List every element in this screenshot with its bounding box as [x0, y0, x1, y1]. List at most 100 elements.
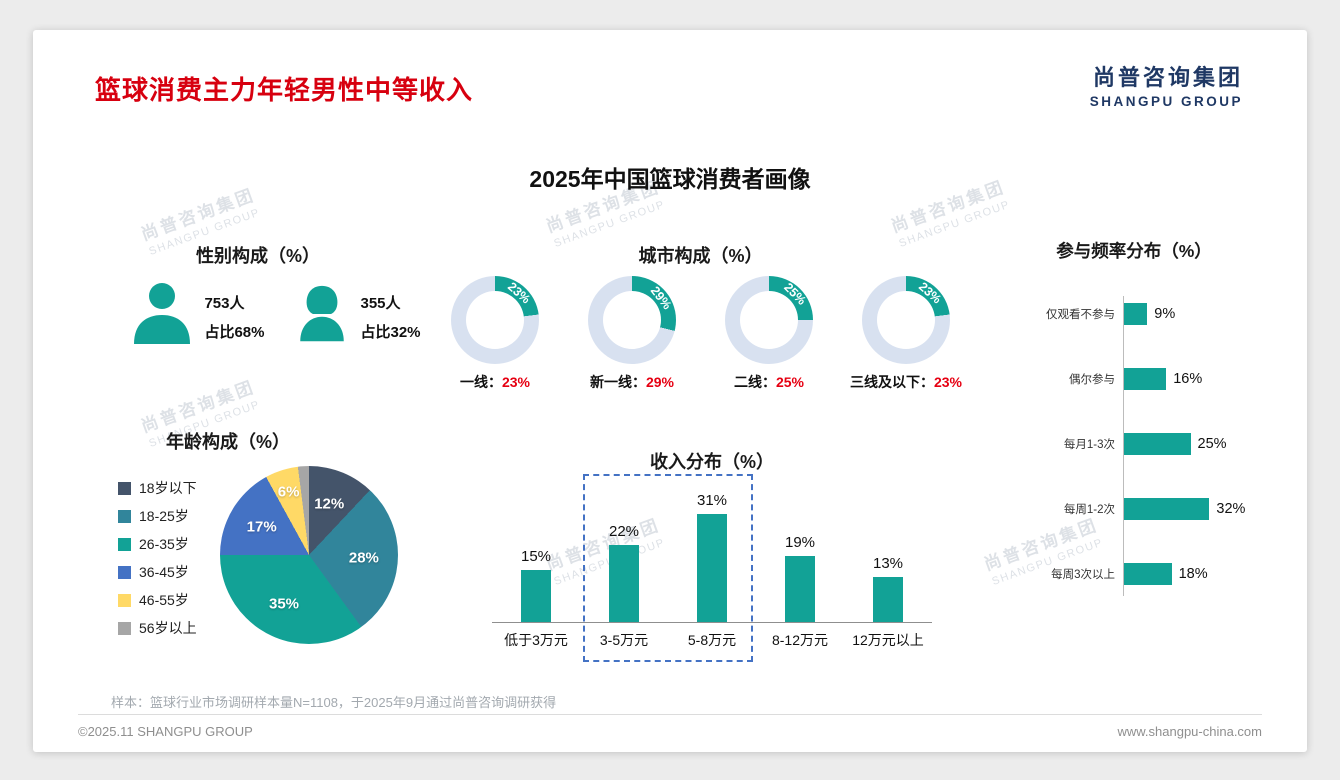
legend-item: 26-35岁 [118, 530, 197, 558]
x-axis-label: 5-8万元 [687, 632, 737, 648]
frequency-section-title: 参与频率分布（%） [1056, 241, 1212, 261]
donut-hole [740, 291, 798, 349]
bar-value-label: 15% [520, 547, 552, 565]
slide-card: 尚普咨询集团 SHANGPU GROUP 尚普咨询集团 SHANGPU GROU… [33, 30, 1307, 752]
city-section-title: 城市构成（%） [638, 246, 763, 266]
x-axis-label: 8-12万元 [771, 632, 829, 648]
city-donut-cell: 29% 新一线：29% [565, 276, 699, 392]
legend-swatch [118, 593, 131, 607]
frequency-row: 每周3次以上 18% [983, 562, 1303, 586]
frequency-category-label: 仅观看不参与 [1046, 309, 1115, 321]
donut-chart: 25% [725, 276, 813, 364]
legend-swatch [118, 509, 131, 523]
income-section: 15% 22% 31% 19% 13% 低于3万元 3-5万元 5-8万元 8-12万元 12万… [492, 470, 932, 662]
frequency-value-label: 9% [1154, 306, 1176, 322]
pie-slice-label: 35% [269, 595, 300, 613]
city-donut-cell: 23% 一线：23% [428, 276, 562, 392]
bar [521, 569, 551, 622]
donut-city-name: 新一线： [589, 374, 646, 390]
company-logo: 尚普咨询集团 SHANGPU GROUP [1090, 60, 1243, 109]
frequency-bar-zone: 25% [1123, 432, 1227, 456]
bar-value-label: 22% [608, 523, 640, 540]
bar [1123, 563, 1172, 585]
pie-slice-label: 6% [277, 483, 300, 501]
bar-value-label: 19% [784, 533, 816, 551]
donut-chart: 23% [862, 276, 950, 364]
donut-city-name: 一线： [459, 374, 502, 390]
x-axis-label: 3-5万元 [599, 632, 649, 648]
frequency-row: 每周1-2次 32% [983, 497, 1303, 521]
income-bar-group: 13% [844, 555, 932, 622]
gender-item-male: 753人 占比68% [130, 278, 265, 355]
sample-footnote: 样本：篮球行业市场调研样本量N=1108，于2025年9月通过尚普咨询调研获得 [111, 695, 557, 710]
donut-caption: 二线：25% [734, 372, 804, 392]
logo-english-name: SHANGPU GROUP [1089, 94, 1243, 109]
legend-item: 56岁以上 [118, 614, 197, 642]
frequency-category-label: 偶尔参与 [1069, 374, 1115, 386]
logo-chinese-name: 尚普咨询集团 [1092, 65, 1243, 90]
legend-label: 46-55岁 [139, 592, 189, 608]
bar-value-label: 31% [696, 491, 728, 509]
frequency-row: 每月1-3次 25% [983, 432, 1303, 456]
donut-city-value: 23% [933, 374, 963, 390]
donut-chart: 29% [588, 276, 676, 364]
footer-copyright: ©2025.11 SHANGPU GROUP [78, 724, 253, 739]
age-legend: 18岁以下 18-25岁 26-35岁 36-45岁 46-55岁 56岁以上 [118, 474, 197, 642]
legend-label: 18-25岁 [139, 508, 189, 524]
donut-caption: 三线及以下：23% [850, 372, 962, 392]
age-section-title: 年龄构成（%） [165, 432, 290, 452]
frequency-value-label: 32% [1216, 501, 1246, 517]
gender-item-female: 355人 占比32% [293, 278, 421, 355]
frequency-value-label: 16% [1173, 371, 1203, 387]
age-pie-chart: 12% 28% 35% 17% 6% [220, 466, 398, 644]
frequency-section: 仅观看不参与 9% 偶尔参与 16% 每月1-3次 25% 每周1-2次 32% 每周3次以上 1… [983, 296, 1303, 596]
frequency-bar-zone: 32% [1123, 497, 1245, 521]
footer-divider [78, 714, 1262, 715]
donut-city-value: 25% [775, 374, 805, 390]
legend-swatch [118, 537, 131, 551]
gender-section: 753人 占比68% 355人 占比32% [103, 278, 448, 355]
income-bar-group: 19% [756, 533, 844, 622]
gender-count: 753人 [204, 294, 245, 312]
frequency-category-label: 每月1-3次 [1063, 439, 1115, 451]
legend-item: 18-25岁 [118, 502, 197, 530]
legend-item: 36-45岁 [118, 558, 197, 586]
bar [1123, 498, 1210, 520]
frequency-row: 偶尔参与 16% [983, 367, 1303, 391]
legend-item: 18岁以下 [118, 474, 197, 502]
frequency-value-label: 25% [1197, 436, 1227, 452]
gender-stats: 355人 占比32% [361, 284, 421, 350]
legend-swatch [118, 481, 131, 495]
donut-city-value: 29% [645, 374, 675, 390]
x-axis-label: 12万元以上 [852, 632, 924, 648]
gender-count: 355人 [360, 294, 401, 312]
footer-website: www.shangpu-china.com [1117, 724, 1262, 739]
pie-slice-label: 28% [348, 549, 379, 567]
bar [1123, 433, 1191, 455]
income-bar-group: 31% [668, 491, 756, 622]
bar [1123, 303, 1148, 325]
city-section: 23% 一线：23% 29% 新一线：29% 25% 二线：25% 23% 三线及以下：23% [428, 276, 973, 392]
female-icon [293, 278, 351, 355]
frequency-bar-zone: 16% [1123, 367, 1202, 391]
page-title: 篮球消费主力年轻男性中等收入 [95, 75, 474, 105]
legend-label: 26-35岁 [139, 536, 189, 552]
gender-stats: 753人 占比68% [204, 284, 264, 350]
income-x-axis: 低于3万元 3-5万元 5-8万元 8-12万元 12万元以上 [492, 622, 932, 650]
legend-label: 18岁以下 [139, 480, 197, 496]
frequency-bar-zone: 18% [1123, 562, 1208, 586]
frequency-bar-zone: 9% [1123, 302, 1175, 326]
income-bar-group: 22% [580, 523, 668, 622]
male-icon [130, 278, 194, 355]
pie-slice-label: 17% [246, 518, 277, 536]
donut-hole [603, 291, 661, 349]
legend-label: 56岁以上 [139, 620, 197, 636]
income-bars: 15% 22% 31% 19% 13% [492, 470, 932, 622]
bar [785, 555, 815, 622]
donut-hole [877, 291, 935, 349]
donut-city-name: 三线及以下： [849, 374, 934, 390]
bar [873, 576, 903, 622]
frequency-row: 仅观看不参与 9% [983, 302, 1303, 326]
x-axis-label: 低于3万元 [504, 632, 568, 648]
legend-label: 36-45岁 [139, 564, 189, 580]
